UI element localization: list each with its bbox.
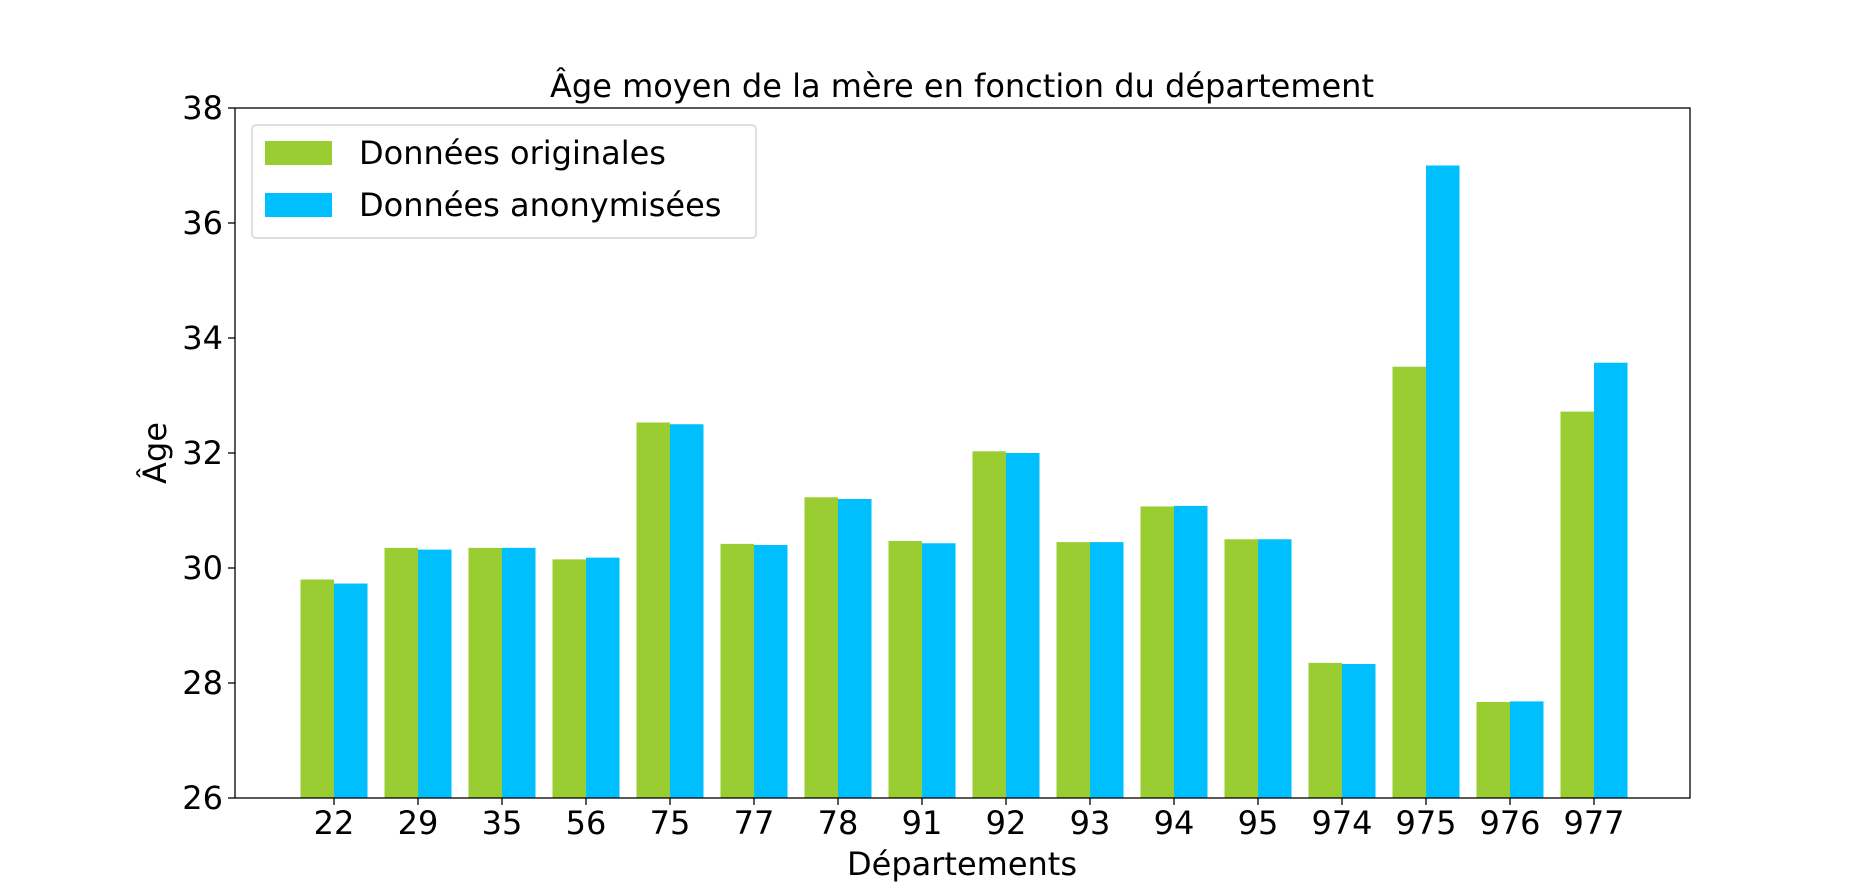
bar-anonymized-974 bbox=[1342, 664, 1376, 798]
x-tick-label: 77 bbox=[734, 804, 775, 842]
bar-original-75 bbox=[636, 422, 670, 798]
bar-anonymized-976 bbox=[1510, 701, 1544, 798]
bar-anonymized-56 bbox=[586, 557, 620, 798]
y-tick-label: 28 bbox=[182, 664, 223, 702]
y-axis: 26 28 30 32 34 36 38 bbox=[182, 89, 235, 817]
bar-anonymized-91 bbox=[922, 543, 956, 798]
x-tick-label: 976 bbox=[1479, 804, 1540, 842]
bar-original-976 bbox=[1476, 701, 1510, 798]
bar-anonymized-29 bbox=[418, 549, 452, 798]
x-tick-label: 91 bbox=[902, 804, 943, 842]
bar-original-94 bbox=[1140, 506, 1174, 798]
bar-original-29 bbox=[384, 547, 418, 798]
x-tick-label: 975 bbox=[1395, 804, 1456, 842]
y-tick-label: 32 bbox=[182, 434, 223, 472]
bar-original-91 bbox=[888, 540, 922, 798]
bar-original-22 bbox=[300, 579, 334, 798]
legend-label-anonymized: Données anonymisées bbox=[359, 186, 721, 224]
legend-swatch-original bbox=[265, 141, 332, 165]
x-tick-label: 977 bbox=[1563, 804, 1624, 842]
x-tick-label: 974 bbox=[1311, 804, 1372, 842]
chart-title: Âge moyen de la mère en fonction du dépa… bbox=[550, 67, 1374, 105]
bar-anonymized-975 bbox=[1426, 165, 1460, 798]
y-tick-label: 26 bbox=[182, 779, 223, 817]
bar-original-975 bbox=[1392, 366, 1426, 798]
bar-anonymized-78 bbox=[838, 499, 872, 798]
legend-label-original: Données originales bbox=[359, 134, 666, 172]
y-tick-label: 30 bbox=[182, 549, 223, 587]
x-tick-label: 29 bbox=[398, 804, 439, 842]
x-tick-label: 95 bbox=[1238, 804, 1279, 842]
bar-anonymized-35 bbox=[502, 547, 536, 798]
bar-anonymized-977 bbox=[1594, 362, 1628, 798]
bar-anonymized-92 bbox=[1006, 453, 1040, 798]
x-tick-label: 78 bbox=[818, 804, 859, 842]
bar-anonymized-95 bbox=[1258, 539, 1292, 798]
bar-anonymized-22 bbox=[334, 583, 368, 798]
bar-original-78 bbox=[804, 497, 838, 798]
bar-original-92 bbox=[972, 451, 1006, 798]
x-tick-label: 92 bbox=[986, 804, 1027, 842]
bar-anonymized-94 bbox=[1174, 505, 1208, 798]
bar-original-35 bbox=[468, 547, 502, 798]
y-tick-label: 34 bbox=[182, 319, 223, 357]
x-tick-label: 35 bbox=[482, 804, 523, 842]
bar-original-974 bbox=[1308, 662, 1342, 798]
legend: Données originales Données anonymisées bbox=[251, 124, 757, 239]
x-tick-label: 22 bbox=[314, 804, 355, 842]
x-axis-label: Départements bbox=[847, 845, 1077, 883]
legend-swatch-anonymized bbox=[265, 193, 332, 217]
x-tick-label: 56 bbox=[566, 804, 607, 842]
x-axis: 22 29 35 56 75 77 78 91 92 93 94 95 974 975 976 977 bbox=[314, 798, 1625, 842]
bar-original-93 bbox=[1056, 542, 1090, 798]
bar-original-95 bbox=[1224, 539, 1258, 798]
x-tick-label: 75 bbox=[650, 804, 691, 842]
x-tick-label: 94 bbox=[1154, 804, 1195, 842]
bars-group bbox=[300, 165, 1628, 798]
x-tick-label: 93 bbox=[1070, 804, 1111, 842]
bar-original-56 bbox=[552, 559, 586, 798]
y-tick-label: 36 bbox=[182, 204, 223, 242]
bar-original-77 bbox=[720, 543, 754, 798]
bar-original-977 bbox=[1560, 411, 1594, 798]
legend-box bbox=[251, 124, 757, 239]
bar-anonymized-75 bbox=[670, 424, 704, 798]
y-tick-label: 38 bbox=[182, 89, 223, 127]
bar-anonymized-77 bbox=[754, 545, 788, 798]
bar-anonymized-93 bbox=[1090, 542, 1124, 798]
y-axis-label: Âge bbox=[136, 422, 174, 484]
